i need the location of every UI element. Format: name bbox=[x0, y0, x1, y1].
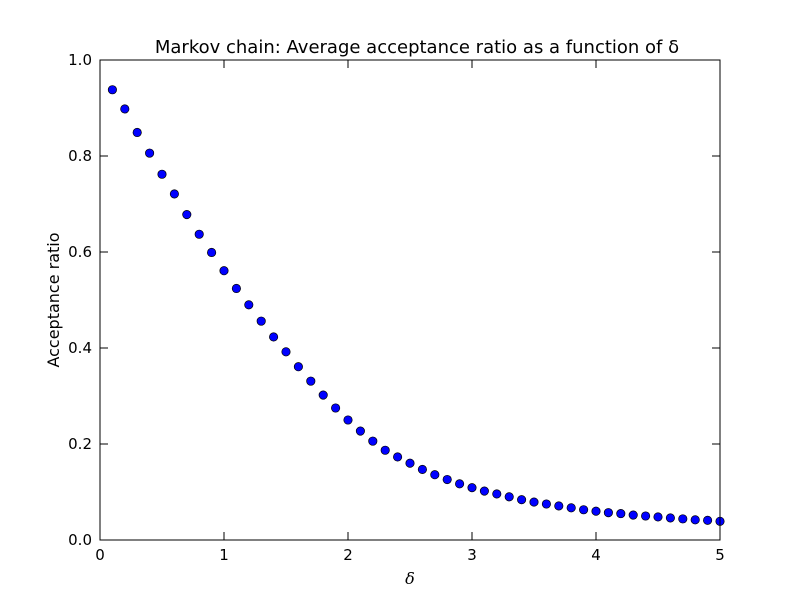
data-point bbox=[145, 148, 155, 158]
data-point bbox=[492, 489, 502, 499]
data-point bbox=[219, 266, 229, 276]
data-point bbox=[442, 474, 452, 485]
data-point bbox=[628, 510, 638, 520]
data-point bbox=[690, 515, 700, 525]
data-point bbox=[194, 229, 204, 239]
data-point bbox=[293, 362, 303, 372]
data-point bbox=[603, 508, 613, 518]
data-point bbox=[244, 300, 254, 310]
data-points bbox=[107, 85, 725, 526]
data-point bbox=[393, 452, 403, 462]
data-point bbox=[306, 376, 316, 386]
data-point bbox=[417, 464, 427, 474]
y-tick-label: 0.8 bbox=[68, 147, 92, 165]
data-point bbox=[207, 247, 217, 258]
data-point bbox=[182, 210, 192, 220]
data-point bbox=[455, 479, 465, 489]
data-point bbox=[703, 515, 713, 525]
y-tick-label: 0.0 bbox=[68, 531, 92, 549]
y-tick-label: 0.4 bbox=[68, 339, 92, 357]
x-axis-label: δ bbox=[405, 569, 415, 588]
data-point bbox=[517, 495, 527, 505]
data-point bbox=[529, 497, 539, 507]
y-tick-label: 0.2 bbox=[68, 435, 92, 453]
data-point bbox=[566, 503, 576, 513]
x-tick-label: 1 bbox=[219, 546, 229, 564]
data-point bbox=[380, 445, 390, 455]
x-tick-label: 2 bbox=[343, 546, 353, 564]
data-point bbox=[430, 470, 440, 480]
data-point bbox=[678, 514, 688, 524]
y-tick-label: 1.0 bbox=[68, 51, 92, 69]
data-point bbox=[256, 316, 266, 326]
data-point bbox=[281, 347, 291, 357]
plot-frame bbox=[99, 59, 721, 541]
data-point bbox=[467, 483, 477, 493]
data-point bbox=[665, 513, 675, 523]
data-point bbox=[405, 458, 415, 468]
data-point bbox=[355, 426, 365, 436]
data-point bbox=[479, 486, 489, 496]
data-point bbox=[653, 512, 663, 522]
data-point bbox=[504, 492, 514, 502]
x-tick-label: 3 bbox=[467, 546, 477, 564]
data-point bbox=[157, 169, 167, 179]
chart-title: Markov chain: Average acceptance ratio a… bbox=[155, 37, 679, 58]
data-point bbox=[641, 511, 651, 521]
data-point bbox=[616, 509, 626, 519]
y-tick-label: 0.6 bbox=[68, 243, 92, 261]
data-point bbox=[343, 415, 353, 425]
axis-ticks: 0 1 2 3 4 5 0.0 0.2 0.4 0.6 0.8 1.0 bbox=[68, 51, 725, 564]
data-point bbox=[541, 499, 551, 509]
y-axis-label: Acceptance ratio bbox=[44, 232, 63, 367]
x-tick-label: 5 bbox=[715, 546, 725, 564]
data-point bbox=[331, 403, 341, 413]
x-tick-label: 0 bbox=[95, 546, 105, 564]
data-point bbox=[132, 127, 142, 138]
data-point bbox=[169, 189, 179, 199]
data-point bbox=[107, 85, 117, 95]
data-point bbox=[591, 506, 601, 516]
data-point bbox=[318, 390, 328, 400]
x-tick-label: 4 bbox=[591, 546, 601, 564]
data-point bbox=[120, 104, 130, 114]
data-point bbox=[554, 501, 564, 511]
data-point bbox=[231, 283, 241, 294]
data-point bbox=[269, 332, 279, 342]
data-point bbox=[579, 505, 589, 515]
data-point bbox=[368, 436, 378, 446]
